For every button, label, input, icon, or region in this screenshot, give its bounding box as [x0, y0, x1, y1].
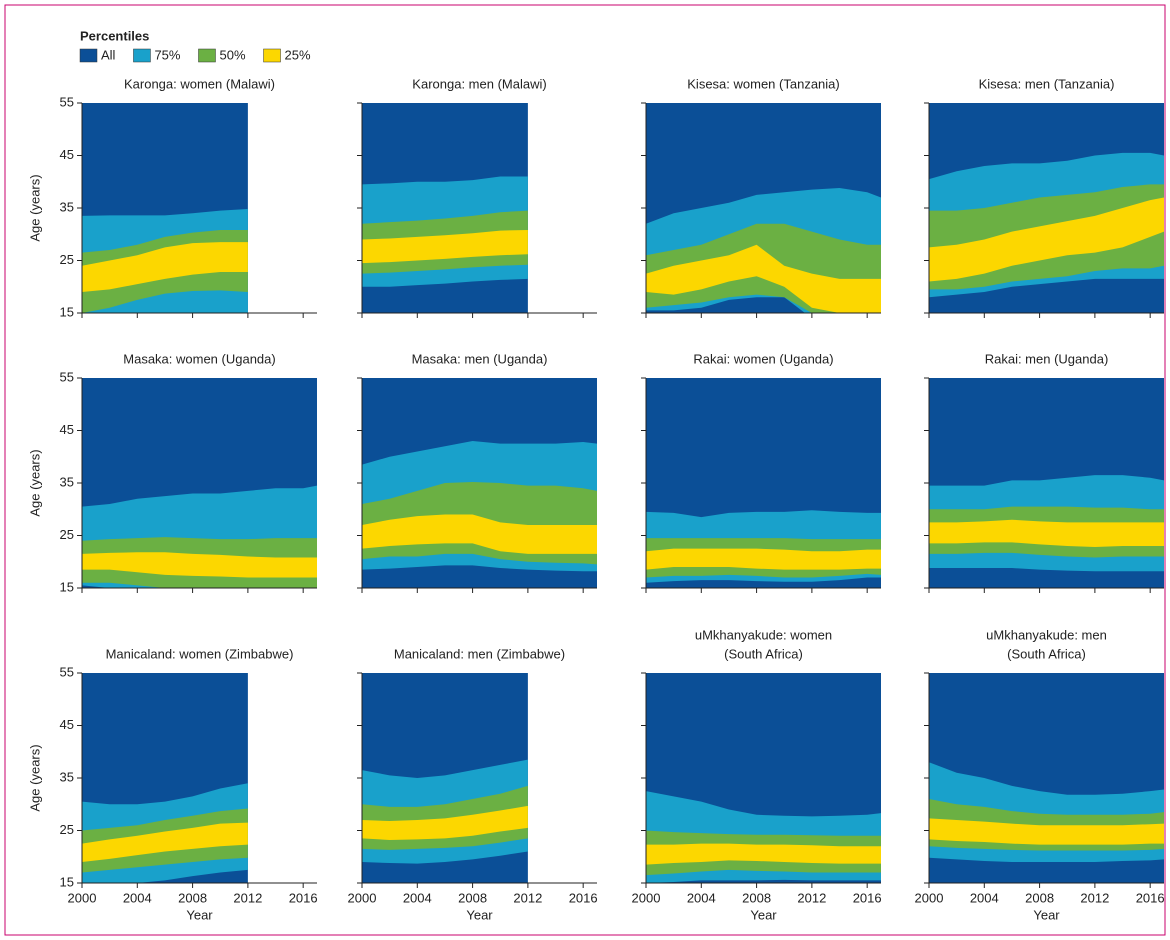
legend-label: All	[101, 47, 116, 62]
panel-title: uMkhanyakude: men	[986, 627, 1107, 642]
plot-area	[929, 673, 1164, 883]
panel-title: Rakai: women (Uganda)	[693, 351, 833, 366]
x-tick-label: 2008	[178, 890, 207, 905]
y-tick-label: 15	[60, 874, 74, 889]
y-tick-label: 45	[60, 147, 74, 162]
plot-area	[82, 378, 317, 588]
x-tick-label: 2012	[233, 890, 262, 905]
plot-area	[646, 673, 881, 883]
y-axis-label: Age (years)	[27, 744, 42, 811]
percentile-band	[646, 843, 881, 865]
legend-swatch	[133, 48, 151, 63]
x-tick-label: 2004	[687, 890, 716, 905]
x-tick-label: 2016	[569, 890, 598, 905]
plot-area	[929, 103, 1164, 313]
plot-area	[82, 673, 248, 883]
plot-area	[362, 673, 528, 883]
x-tick-label: 2000	[68, 890, 97, 905]
plot-area	[646, 378, 881, 588]
x-axis-label: Year	[750, 907, 777, 922]
y-tick-label: 25	[60, 527, 74, 542]
percentile-band	[362, 230, 528, 264]
legend-title: Percentiles	[80, 28, 149, 43]
panel-title: Rakai: men (Uganda)	[985, 351, 1109, 366]
panel-title: uMkhanyakude: women	[695, 627, 832, 642]
panel-title: Manicaland: men (Zimbabwe)	[394, 646, 565, 661]
percentile-band	[929, 197, 1164, 282]
panel-title: (South Africa)	[724, 646, 803, 661]
y-tick-label: 55	[60, 369, 74, 384]
plot-area	[929, 378, 1164, 588]
panel-title: Karonga: women (Malawi)	[124, 76, 275, 91]
y-tick-label: 55	[60, 94, 74, 109]
y-tick-label: 55	[60, 664, 74, 679]
percentile-band	[82, 242, 248, 292]
x-axis-label: Year	[1033, 907, 1060, 922]
percentile-band	[646, 244, 881, 313]
y-axis-label: Age (years)	[27, 449, 42, 516]
frame	[4, 4, 1166, 936]
legend-swatch	[79, 48, 98, 63]
x-tick-label: 2016	[289, 890, 318, 905]
legend-label: 25%	[285, 47, 311, 62]
percentile-band	[929, 818, 1164, 845]
plot-area	[82, 103, 248, 313]
plot-area	[362, 103, 528, 313]
x-tick-label: 2012	[797, 890, 826, 905]
plot-area	[362, 378, 597, 588]
x-tick-label: 2004	[403, 890, 432, 905]
x-axis-label: Year	[186, 907, 213, 922]
x-tick-label: 2000	[348, 890, 377, 905]
x-tick-label: 2004	[123, 890, 152, 905]
percentile-band	[82, 822, 248, 862]
panel-title: Masaka: women (Uganda)	[123, 351, 275, 366]
panel-title: Karonga: men (Malawi)	[412, 76, 546, 91]
y-tick-label: 45	[60, 717, 74, 732]
legend-label: 75%	[154, 47, 180, 62]
plot-area	[646, 103, 881, 313]
panel-title: Kisesa: men (Tanzania)	[979, 76, 1115, 91]
y-tick-label: 35	[60, 474, 74, 489]
panel-title: Manicaland: women (Zimbabwe)	[106, 646, 294, 661]
panel-title: (South Africa)	[1007, 646, 1086, 661]
x-tick-label: 2000	[632, 890, 661, 905]
panel-title: Kisesa: women (Tanzania)	[687, 76, 839, 91]
percentile-band	[362, 514, 597, 554]
percentile-band	[362, 805, 528, 840]
y-tick-label: 35	[60, 769, 74, 784]
x-tick-label: 2000	[915, 890, 944, 905]
x-axis-label: Year	[466, 907, 493, 922]
percentile-band	[646, 548, 881, 570]
x-tick-label: 2008	[1025, 890, 1054, 905]
percentile-band	[82, 552, 317, 578]
y-axis-label: Age (years)	[27, 174, 42, 241]
legend-swatch	[198, 48, 216, 63]
y-tick-label: 15	[60, 579, 74, 594]
y-tick-label: 15	[60, 304, 74, 319]
panel-title: Masaka: men (Uganda)	[412, 351, 548, 366]
x-tick-label: 2004	[970, 890, 999, 905]
x-tick-label: 2008	[742, 890, 771, 905]
y-tick-label: 25	[60, 822, 74, 837]
x-tick-label: 2016	[1136, 890, 1165, 905]
legend-swatch	[263, 48, 281, 63]
percentile-band	[929, 519, 1164, 548]
x-tick-label: 2008	[458, 890, 487, 905]
x-tick-label: 2012	[1080, 890, 1109, 905]
y-tick-label: 45	[60, 422, 74, 437]
x-tick-label: 2016	[853, 890, 882, 905]
y-tick-label: 25	[60, 252, 74, 267]
y-tick-label: 35	[60, 199, 74, 214]
x-tick-label: 2012	[513, 890, 542, 905]
legend-label: 50%	[219, 47, 245, 62]
